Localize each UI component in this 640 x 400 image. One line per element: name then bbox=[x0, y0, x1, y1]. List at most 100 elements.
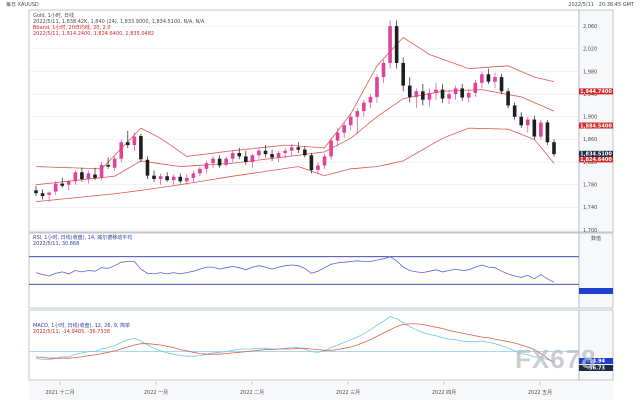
x-axis-labels: 2021 十二月 2022 一月 2022 二月 2022 三月 2022 四月 2022… bbox=[45, 381, 552, 396]
candle-body bbox=[296, 147, 301, 150]
x-tick-label: 2022 二月 bbox=[240, 390, 264, 396]
candle-body bbox=[270, 154, 274, 158]
bband-legend-line2: 2022/5/11, 1,914.2400, 1,824.6400, 1,835… bbox=[33, 31, 154, 37]
signal-line bbox=[35, 323, 555, 364]
candle-body bbox=[132, 136, 137, 146]
candle-body bbox=[394, 26, 399, 63]
candle-body bbox=[204, 163, 209, 169]
candle-body bbox=[362, 102, 366, 112]
price-tick-label: 2,060 bbox=[583, 24, 597, 30]
macd-tag-1-text: -14.94 bbox=[587, 359, 605, 365]
candle-body bbox=[93, 174, 97, 178]
candle-body bbox=[322, 156, 327, 166]
rsi-panel bbox=[28, 232, 580, 309]
macd-legend-line1: MACD, 1小时, 日线(收盘), 12, 26, 9, 简单 bbox=[33, 322, 130, 329]
rsi-legend-line1: RSI, 1小时, 日线(收盘), 14, 威尔德移动平均 bbox=[33, 234, 132, 241]
x-axis bbox=[29, 381, 613, 400]
candlestick-series bbox=[34, 20, 556, 202]
candle-body bbox=[525, 119, 530, 126]
price-axis bbox=[578, 9, 614, 233]
candle-body bbox=[335, 132, 340, 141]
rsi-value-tag bbox=[579, 288, 613, 294]
candle-body bbox=[34, 190, 38, 194]
candle-body bbox=[552, 142, 556, 155]
candle-body bbox=[375, 77, 379, 97]
header-title: 每日 XAUUSD bbox=[6, 1, 39, 8]
candle-body bbox=[185, 177, 189, 182]
price-tick-label: 1,780 bbox=[583, 183, 597, 189]
candle-body bbox=[539, 122, 543, 137]
candle-body bbox=[47, 192, 51, 195]
candle-body bbox=[388, 26, 392, 63]
candle-body bbox=[66, 181, 71, 185]
candle-body bbox=[217, 158, 222, 166]
price-tick-label: 1,740 bbox=[583, 205, 597, 211]
candle-body bbox=[309, 155, 314, 170]
price-tick-label: 1,860 bbox=[583, 137, 597, 143]
candle-body bbox=[152, 175, 156, 180]
candle-body bbox=[473, 82, 478, 93]
candle-body bbox=[244, 156, 248, 163]
bband-middle-line bbox=[35, 89, 555, 186]
candle-body bbox=[40, 193, 45, 197]
candle-body bbox=[342, 125, 346, 133]
lower-band-tag-bg bbox=[579, 156, 613, 163]
middle-band-tag-bg bbox=[579, 122, 613, 129]
candle-body bbox=[276, 152, 281, 158]
rsi-legend-line2: 2022/5/11, 30.868 bbox=[33, 241, 79, 247]
candle-body bbox=[545, 122, 550, 143]
candle-body bbox=[427, 92, 432, 100]
candle-body bbox=[381, 62, 386, 78]
x-tick-label: 2022 四月 bbox=[432, 390, 456, 396]
candle-body bbox=[112, 158, 117, 168]
candle-body bbox=[447, 94, 451, 99]
candle-body bbox=[250, 155, 255, 163]
candle-body bbox=[440, 89, 445, 99]
candle-body bbox=[283, 150, 287, 153]
candle-body bbox=[165, 176, 169, 181]
candle-body bbox=[73, 172, 78, 182]
upper-band-tag-bg bbox=[579, 88, 613, 95]
candle-body bbox=[466, 92, 471, 98]
upper-band-tag: 1,944.7400 bbox=[580, 89, 612, 95]
candle-body bbox=[80, 172, 84, 180]
candle-body bbox=[414, 91, 419, 97]
x-tick-label: 2022 五月 bbox=[528, 390, 552, 396]
candle-body bbox=[106, 164, 110, 167]
candle-body bbox=[60, 183, 65, 186]
candle-body bbox=[401, 62, 405, 86]
macd-tag-2 bbox=[579, 365, 613, 371]
candle-body bbox=[99, 164, 104, 178]
candle-body bbox=[519, 116, 524, 126]
price-tick-label: 1,940 bbox=[583, 92, 597, 98]
last-price-tag: 1,834.5100 bbox=[580, 152, 612, 158]
candle-body bbox=[263, 150, 268, 155]
candle-body bbox=[316, 165, 320, 170]
candle-body bbox=[158, 176, 163, 180]
candle-body bbox=[460, 88, 465, 98]
macd-series bbox=[35, 316, 555, 364]
macd-tag-2-text: -36.73 bbox=[587, 366, 605, 372]
candle-body bbox=[237, 152, 242, 157]
price-grid bbox=[29, 25, 579, 231]
x-tick-label: 2021 十二月 bbox=[45, 389, 74, 396]
candle-body bbox=[512, 105, 517, 117]
candle-body bbox=[303, 149, 307, 156]
rsi-line bbox=[35, 256, 555, 283]
candle-body bbox=[171, 176, 176, 181]
candle-body bbox=[407, 85, 412, 97]
candle-body bbox=[434, 89, 438, 93]
price-tick-label: 1,900 bbox=[583, 115, 597, 121]
last-price-tag-bg bbox=[579, 150, 613, 157]
price-legend-line2: 2022/5/11, 1,838.42K, 1,840 (24), 1,833.… bbox=[33, 19, 205, 25]
price-tick-label: 1,700 bbox=[583, 228, 597, 234]
x-tick-label: 2022 三月 bbox=[336, 390, 360, 396]
rsi-series bbox=[35, 256, 555, 283]
candle-body bbox=[125, 142, 130, 146]
bband-legend-line1: Bband, 1小时, 20日均线, 20, 2.0 bbox=[33, 24, 111, 31]
candle-body bbox=[329, 140, 333, 157]
candle-body bbox=[368, 96, 373, 103]
candle-body bbox=[453, 88, 458, 95]
